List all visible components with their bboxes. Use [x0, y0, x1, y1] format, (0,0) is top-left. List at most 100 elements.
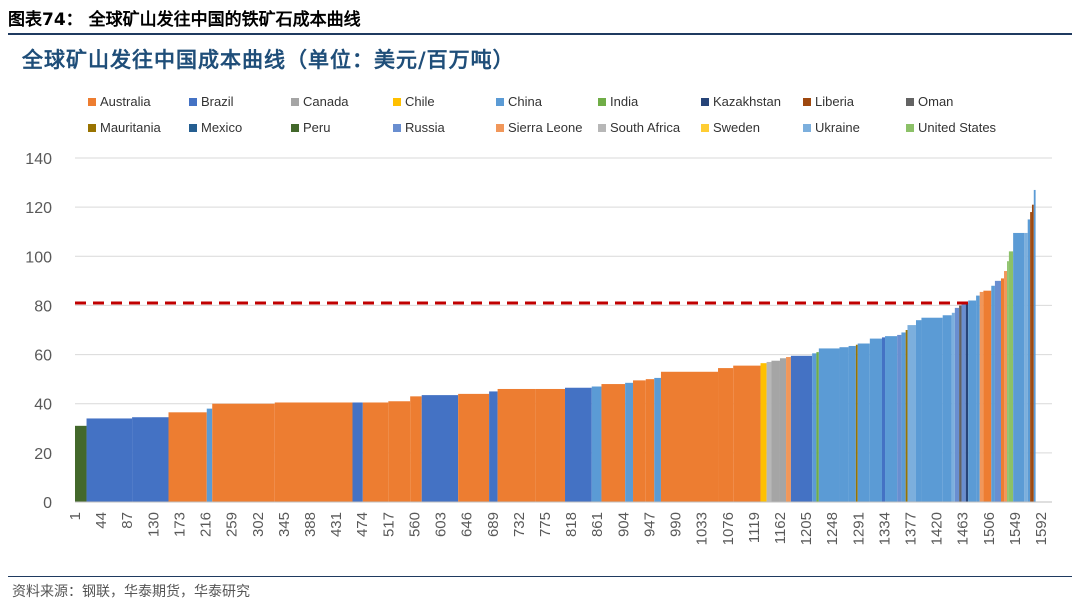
legend-swatch	[393, 123, 401, 132]
bar	[660, 371, 719, 502]
legend-item-peru: Peru	[291, 120, 330, 135]
x-tick-label: 431	[328, 512, 345, 537]
y-axis: 0 20 40 60 80 100 120 140	[25, 151, 52, 512]
legend-label: Brazil	[201, 94, 234, 109]
x-tick-label: 1420	[929, 512, 946, 545]
legend-item-australia: Australia	[88, 94, 151, 109]
legend-swatch	[496, 97, 504, 106]
bar	[994, 280, 1001, 502]
x-tick-label: 388	[302, 512, 319, 537]
bar	[907, 325, 916, 502]
legend-item-china: China	[496, 94, 542, 109]
bar	[983, 290, 992, 502]
bar	[855, 344, 858, 502]
legend-item-brazil: Brazil	[189, 94, 234, 109]
bar	[1024, 232, 1028, 502]
bar	[951, 312, 955, 502]
x-tick-label: 173	[171, 512, 188, 537]
legend-label: Ukraine	[815, 120, 860, 135]
legend-item-ukraine: Ukraine	[803, 120, 860, 135]
legend-label: Mauritania	[100, 120, 161, 135]
bar	[965, 302, 969, 502]
bar	[905, 330, 908, 502]
bar	[733, 365, 761, 502]
bar	[839, 347, 849, 502]
figure-caption: 图表74： 全球矿山发往中国的铁矿石成本曲线	[8, 10, 361, 30]
x-tick-label: 345	[276, 512, 293, 537]
bar	[458, 393, 490, 502]
bar	[86, 418, 133, 502]
bar	[901, 332, 906, 502]
bar	[1008, 251, 1014, 502]
bar	[212, 403, 275, 502]
legend-swatch	[906, 123, 914, 132]
top-divider	[8, 33, 1072, 35]
legend-label: United States	[918, 120, 997, 135]
legend-label: Liberia	[815, 94, 855, 109]
bar	[1033, 189, 1036, 502]
bar	[771, 360, 780, 502]
legend-swatch	[803, 97, 811, 106]
bar	[1030, 212, 1032, 503]
bar	[869, 338, 882, 502]
x-tick-label: 1076	[720, 512, 737, 545]
y-tick-label: 100	[25, 249, 52, 266]
x-tick-label: 44	[93, 512, 110, 529]
bar	[915, 320, 922, 502]
bar	[410, 396, 422, 502]
y-tick-label: 0	[43, 495, 52, 512]
bar	[362, 402, 389, 502]
x-tick-label: 1463	[955, 512, 972, 545]
x-tick-label: 1248	[824, 512, 841, 545]
x-tick-label: 775	[537, 512, 554, 537]
legend-swatch	[906, 97, 914, 106]
bar	[921, 317, 943, 502]
x-tick-label: 1291	[850, 512, 867, 545]
bottom-divider	[8, 576, 1072, 577]
bar	[818, 348, 840, 502]
bar	[816, 352, 819, 502]
x-tick-label: 1033	[694, 512, 711, 545]
cost-curve-chart: 0 20 40 60 80 100 120 140 1 44 87 130 173 216 259 302 3…	[25, 151, 1052, 545]
x-tick-label: 1205	[798, 512, 815, 545]
bar	[497, 388, 536, 502]
bar	[274, 402, 353, 502]
bar	[790, 355, 813, 502]
y-tick-label: 80	[34, 298, 52, 315]
legend-swatch	[701, 123, 709, 132]
bar	[766, 361, 772, 502]
bar	[779, 358, 787, 502]
bar	[489, 391, 498, 502]
bar	[625, 382, 634, 502]
legend-swatch	[598, 123, 606, 132]
legend-item-chile: Chile	[393, 94, 435, 109]
x-tick-label: 1162	[772, 512, 789, 544]
legend-swatch	[701, 97, 709, 106]
bar	[168, 412, 207, 502]
x-tick-label: 1549	[1007, 512, 1024, 545]
bar	[848, 345, 856, 502]
bar	[959, 305, 962, 502]
legend-label: Oman	[918, 94, 954, 109]
bar	[857, 343, 870, 502]
x-tick-label: 259	[224, 512, 241, 537]
y-tick-label: 40	[34, 397, 52, 414]
legend-item-russia: Russia	[393, 120, 445, 135]
y-tick-label: 140	[25, 151, 52, 168]
x-tick-label: 216	[198, 512, 215, 537]
legend-label: Mexico	[201, 120, 243, 135]
bar	[812, 353, 817, 502]
bar	[991, 285, 995, 502]
x-tick-label: 861	[589, 512, 606, 537]
legend-label: South Africa	[610, 120, 681, 135]
legend-swatch	[291, 97, 299, 106]
x-tick-label: 130	[145, 512, 162, 537]
x-tick-label: 1377	[903, 512, 920, 545]
bar	[1000, 278, 1005, 502]
legend-item-kazakhstan: Kazakhstan	[701, 94, 781, 109]
bar	[968, 300, 977, 502]
legend-swatch	[393, 97, 401, 106]
bar	[206, 408, 213, 502]
bar	[1004, 271, 1008, 502]
x-tick-label: 904	[615, 512, 632, 537]
